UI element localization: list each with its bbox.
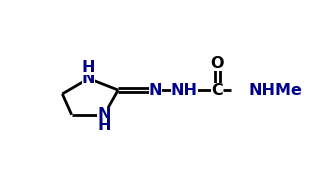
Text: H: H (98, 118, 111, 133)
Text: H: H (82, 60, 96, 75)
Text: NHMe: NHMe (248, 83, 302, 98)
Text: N: N (82, 71, 96, 86)
Text: NH: NH (171, 83, 198, 98)
Text: C: C (212, 83, 223, 98)
Text: O: O (211, 56, 224, 71)
Text: N: N (98, 107, 111, 122)
Text: N: N (149, 83, 162, 98)
